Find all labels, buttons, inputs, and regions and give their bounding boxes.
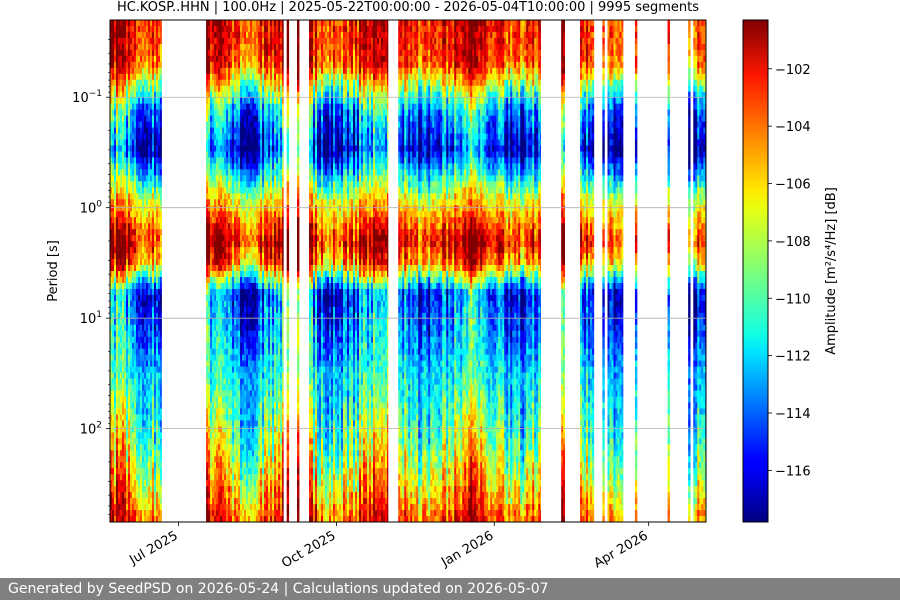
heatmap-cell <box>160 337 162 343</box>
heatmap-cell <box>160 391 162 397</box>
heatmap-cell <box>160 175 162 181</box>
heatmap-cell <box>160 62 162 68</box>
heatmap-cell <box>160 163 162 169</box>
heatmap-cell <box>160 68 162 74</box>
heatmap-cell <box>160 56 162 62</box>
heatmap-column <box>160 20 162 522</box>
heatmap-cell <box>160 38 162 44</box>
heatmap-cell <box>160 325 162 331</box>
heatmap-cell <box>160 510 162 516</box>
heatmap-cell <box>160 169 162 175</box>
heatmap-cell <box>160 301 162 307</box>
heatmap-cell <box>160 110 162 116</box>
heatmap-cell <box>160 193 162 199</box>
heatmap-cell <box>160 343 162 349</box>
heatmap-cell <box>160 295 162 301</box>
heatmap-cell <box>160 283 162 289</box>
heatmap-cell <box>160 462 162 468</box>
heatmap-cell <box>160 205 162 211</box>
heatmap-cell <box>160 355 162 361</box>
heatmap-cell <box>160 253 162 259</box>
heatmap-cell <box>160 432 162 438</box>
heatmap-cell <box>160 241 162 247</box>
heatmap-cell <box>160 331 162 337</box>
heatmap-cell <box>160 414 162 420</box>
heatmap-cell <box>160 122 162 128</box>
heatmap-cell <box>160 450 162 456</box>
heatmap-cell <box>160 444 162 450</box>
heatmap-cell <box>160 498 162 504</box>
heatmap-cell <box>160 229 162 235</box>
chart-title: HC.KOSP..HHN | 100.0Hz | 2025-05-22T00:0… <box>117 0 699 15</box>
heatmap-cell <box>160 385 162 391</box>
heatmap-cell <box>160 289 162 295</box>
heatmap-cell <box>160 32 162 38</box>
heatmap-cell <box>160 74 162 80</box>
heatmap-cell <box>160 151 162 157</box>
heatmap-cell <box>160 349 162 355</box>
heatmap-cell <box>160 265 162 271</box>
heatmap-cell <box>160 211 162 217</box>
heatmap-cell <box>160 157 162 163</box>
heatmap-cell <box>160 402 162 408</box>
heatmap-cell <box>160 199 162 205</box>
heatmap-cell <box>160 408 162 414</box>
heatmap-cell <box>160 486 162 492</box>
heatmap-cell <box>160 319 162 325</box>
heatmap-cell <box>160 492 162 498</box>
heatmap-cell <box>160 235 162 241</box>
heatmap-cell <box>160 181 162 187</box>
heatmap-cell <box>160 480 162 486</box>
heatmap-cell <box>160 140 162 146</box>
heatmap-cell <box>160 397 162 403</box>
heatmap-cell <box>160 438 162 444</box>
plot-area <box>110 20 706 522</box>
heatmap-cell <box>160 379 162 385</box>
heatmap-cell <box>160 420 162 426</box>
heatmap-cell <box>160 116 162 122</box>
heatmap-cell <box>160 146 162 152</box>
heatmap-cell <box>160 247 162 253</box>
heatmap-cell <box>160 307 162 313</box>
heatmap-cell <box>160 86 162 92</box>
heatmap-cell <box>160 277 162 283</box>
heatmap-cell <box>160 361 162 367</box>
heatmap-cell <box>160 259 162 265</box>
heatmap-cell <box>160 187 162 193</box>
heatmap-cell <box>160 373 162 379</box>
heatmap-cell <box>160 20 162 26</box>
heatmap-cell <box>160 271 162 277</box>
heatmap-cell <box>160 474 162 480</box>
heatmap-cell <box>160 128 162 134</box>
heatmap-cell <box>160 80 162 86</box>
heatmap-cell <box>160 104 162 110</box>
heatmap-cell <box>160 367 162 373</box>
heatmap-cell <box>160 456 162 462</box>
heatmap-cell <box>160 468 162 474</box>
heatmap-cell <box>160 50 162 56</box>
heatmap-cell <box>160 26 162 32</box>
heatmap-cell <box>160 516 162 522</box>
heatmap-cell <box>160 223 162 229</box>
heatmap-cell <box>160 217 162 223</box>
heatmap-cell <box>160 134 162 140</box>
heatmap-cell <box>160 504 162 510</box>
heatmap-cell <box>160 44 162 50</box>
heatmap-cell <box>160 98 162 104</box>
heatmap-cell <box>160 426 162 432</box>
